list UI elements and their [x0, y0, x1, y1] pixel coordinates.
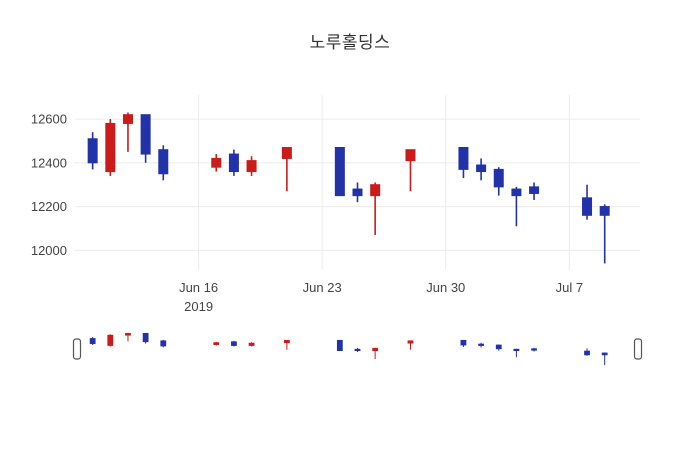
- candlestick: [599, 204, 610, 264]
- rangeslider-handle-left[interactable]: [72, 338, 82, 360]
- y-tick-label: 12600: [31, 112, 67, 127]
- rangeslider-candlestick: [531, 347, 537, 352]
- rangeslider-candlestick: [125, 332, 131, 342]
- x-tick-label: Jul 7: [556, 280, 583, 295]
- candlestick: [211, 154, 222, 172]
- rangeslider-candlestick: [584, 348, 590, 356]
- candlestick: [281, 147, 292, 192]
- x-tick-label: Jun 16: [179, 280, 218, 295]
- candlestick: [582, 184, 593, 220]
- candlestick: [458, 147, 469, 179]
- candlestick: [140, 114, 151, 163]
- candlestick: [511, 186, 522, 227]
- rangeslider-candlestick: [354, 347, 361, 353]
- rangeslider-candlestick: [495, 344, 502, 351]
- rangeslider-candlestick: [248, 342, 255, 347]
- x-tick-label: Jun 30: [426, 280, 465, 295]
- rangeslider-candlestick: [142, 332, 149, 344]
- candlestick: [493, 167, 504, 196]
- rangeslider-candlestick: [231, 340, 237, 347]
- candlestick: [87, 132, 98, 170]
- rangeslider-candlestick: [601, 352, 608, 366]
- candlestick: [228, 149, 239, 176]
- candlestick: [122, 112, 133, 152]
- rangeslider-candlestick: [336, 339, 343, 352]
- y-tick-label: 12400: [31, 155, 67, 170]
- rangeslider-candlestick: [372, 347, 379, 360]
- rangeslider-candlestick: [460, 339, 467, 347]
- y-tick-label: 12200: [31, 199, 67, 214]
- chart-title: 노루홀딩스: [309, 33, 391, 52]
- y-tick-label: 12000: [31, 243, 67, 258]
- candlestick: [334, 147, 345, 197]
- candlestick: [352, 182, 363, 203]
- rangeslider-candlestick: [213, 341, 220, 346]
- rangeslider-candlestick: [160, 339, 167, 348]
- candlestick: [246, 156, 257, 176]
- candlestick: [529, 182, 540, 200]
- candlestick: [405, 149, 416, 192]
- rangeslider-handle-right[interactable]: [633, 338, 643, 360]
- candlestick: [158, 145, 169, 181]
- x-tick-label: Jun 23: [303, 280, 342, 295]
- candlestick: [476, 158, 487, 181]
- rangeslider-candlestick: [407, 340, 414, 350]
- rangeslider-candlestick: [283, 339, 290, 350]
- rangeslider-candlestick: [513, 348, 520, 358]
- x-tick-sublabel: 2019: [184, 299, 213, 314]
- candlestick: [370, 182, 381, 235]
- rangeslider-candlestick: [478, 342, 484, 348]
- rangeslider-candlestick: [107, 334, 114, 347]
- rangeslider-candlestick: [89, 337, 96, 346]
- candlestick: [105, 119, 116, 176]
